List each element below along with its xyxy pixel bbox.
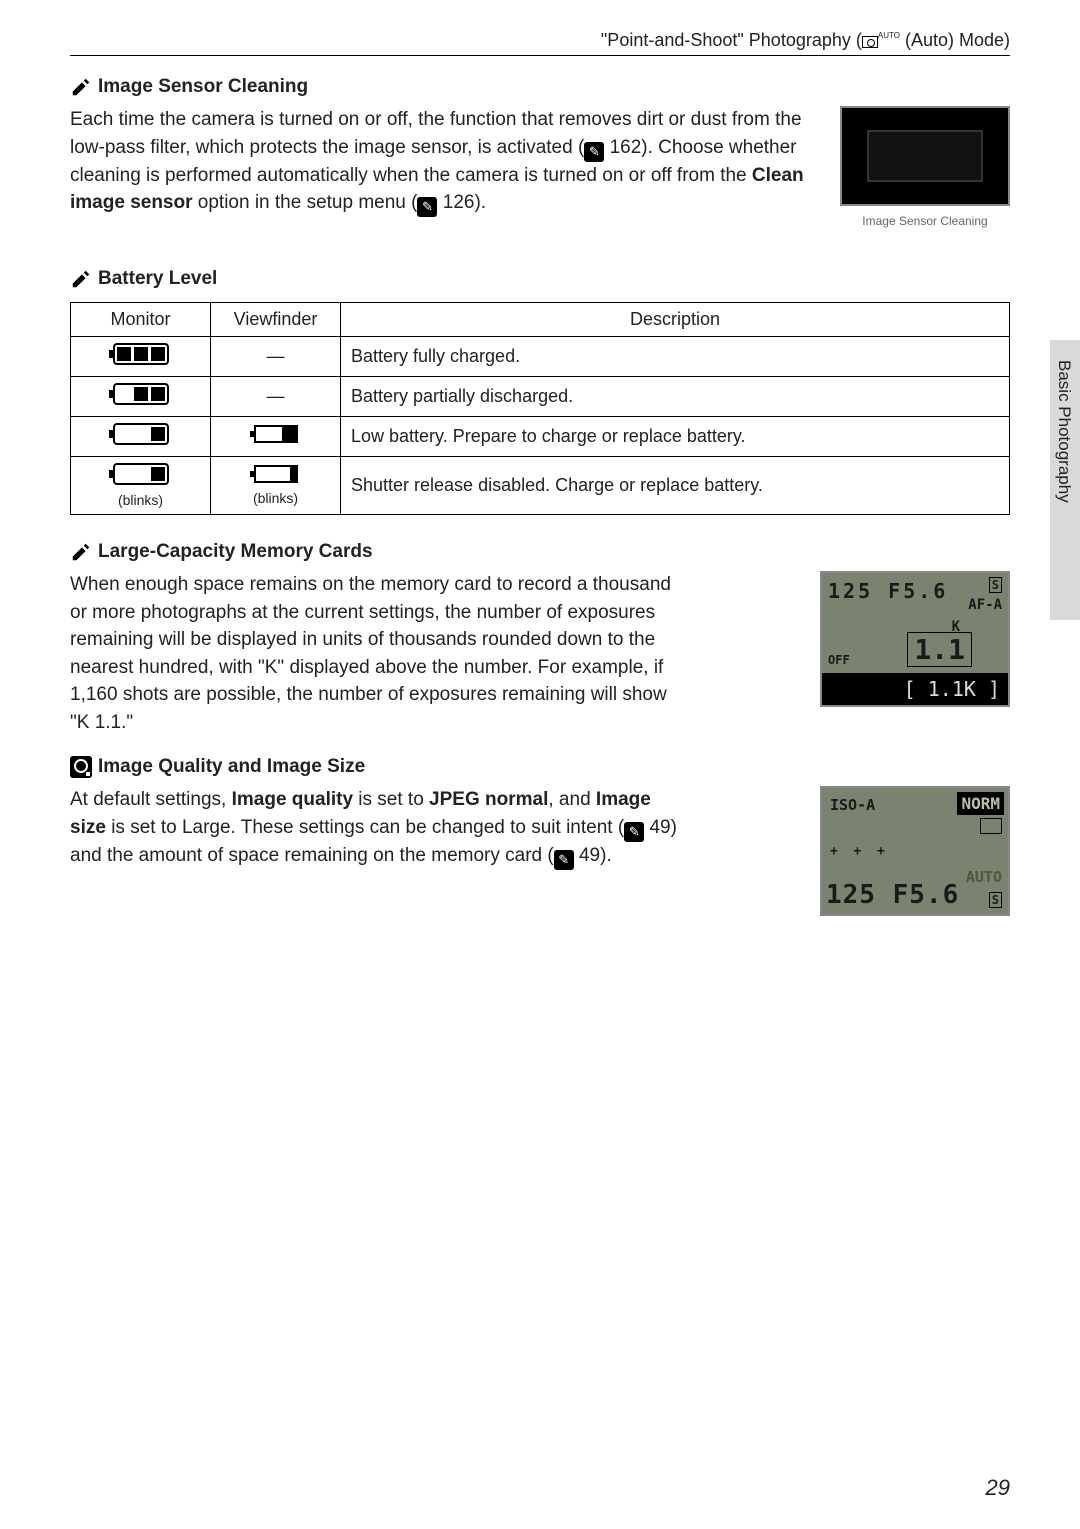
- col-description: Description: [341, 303, 1010, 337]
- side-label: Basic Photography: [1054, 360, 1074, 503]
- camera-icon: [862, 36, 878, 48]
- pencil-icon: [70, 76, 92, 98]
- battery-full-icon: [113, 343, 169, 370]
- table-header-row: Monitor Viewfinder Description: [71, 303, 1010, 337]
- page-ref-icon: ✎: [624, 822, 644, 842]
- header-text-right: (Auto) Mode): [900, 30, 1010, 50]
- header-text-left: "Point-and-Shoot" Photography (: [601, 30, 862, 50]
- iso-illustration: ISO-A NORM + + + AUTO 125 F5.6 S: [820, 786, 1010, 916]
- quality-body: At default settings, Image quality is se…: [70, 786, 690, 870]
- table-row: — Battery partially discharged.: [71, 377, 1010, 417]
- page-ref-icon: ✎: [417, 197, 437, 217]
- col-viewfinder: Viewfinder: [211, 303, 341, 337]
- header-auto: AUTO: [878, 31, 900, 40]
- battery-empty-icon: [113, 463, 169, 490]
- table-row: (blinks) (blinks) Shutter release disabl…: [71, 457, 1010, 515]
- section-title-battery: Battery Level: [70, 268, 1010, 290]
- sensor-caption: Image Sensor Cleaning: [840, 214, 1010, 228]
- page-ref-icon: ✎: [584, 142, 604, 162]
- section-title-sensor: Image Sensor Cleaning: [70, 76, 1010, 98]
- sensor-illustration: Image Sensor Cleaning: [840, 106, 1010, 228]
- viewfinder-battery-empty-icon: [254, 465, 298, 483]
- section-title-quality: Image Quality and Image Size: [70, 756, 1010, 778]
- table-row: Low battery. Prepare to charge or replac…: [71, 417, 1010, 457]
- magnifier-icon: [70, 756, 92, 778]
- lcd-illustration: 125 F5.6 S AF-A K 1.1 OFF [ 1.1K ]: [820, 571, 1010, 707]
- page-ref-icon: ✎: [554, 850, 574, 870]
- table-row: — Battery fully charged.: [71, 337, 1010, 377]
- col-monitor: Monitor: [71, 303, 211, 337]
- section-title-memory: Large-Capacity Memory Cards: [70, 541, 1010, 563]
- pencil-icon: [70, 541, 92, 563]
- page-number: 29: [986, 1475, 1010, 1501]
- memory-body: When enough space remains on the memory …: [70, 571, 690, 736]
- battery-partial-icon: [113, 383, 169, 410]
- pencil-icon: [70, 268, 92, 290]
- page-header: "Point-and-Shoot" Photography ( AUTO (Aut…: [70, 30, 1010, 56]
- battery-table: Monitor Viewfinder Description — Battery…: [70, 302, 1010, 515]
- battery-low-icon: [113, 423, 169, 450]
- viewfinder-battery-low-icon: [254, 425, 298, 443]
